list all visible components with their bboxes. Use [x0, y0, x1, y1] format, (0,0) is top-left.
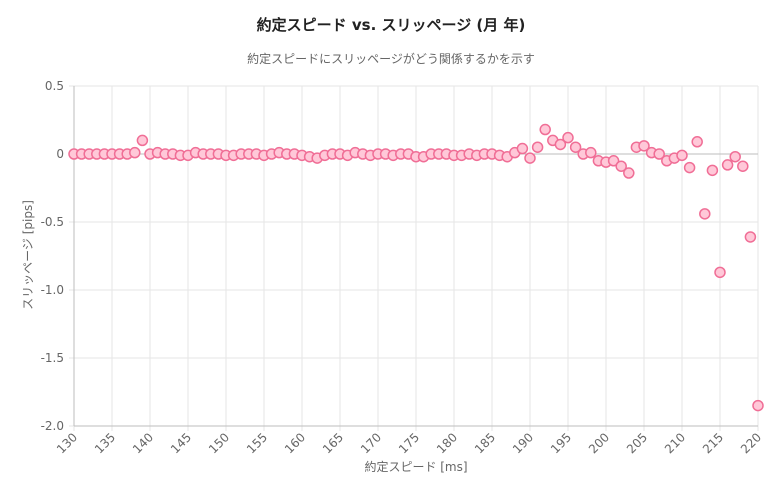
x-tick-label: 150: [206, 430, 232, 456]
y-tick-label: -2.0: [41, 419, 64, 433]
x-tick-label: 180: [434, 430, 460, 456]
y-tick-label: 0: [56, 147, 64, 161]
data-point[interactable]: [607, 155, 620, 167]
data-points: [68, 123, 764, 412]
chart-title: 約定スピード vs. スリッページ (月 年): [257, 16, 526, 34]
data-point[interactable]: [653, 148, 665, 160]
x-tick-label: 185: [472, 430, 498, 456]
grid: [69, 85, 759, 431]
data-point[interactable]: [539, 123, 551, 136]
data-point[interactable]: [638, 140, 650, 152]
data-point[interactable]: [714, 266, 726, 279]
y-axis-title: スリッページ [pips]: [21, 200, 35, 310]
data-point[interactable]: [676, 149, 688, 162]
data-point[interactable]: [683, 161, 696, 174]
axes: [73, 86, 758, 427]
data-point[interactable]: [129, 146, 141, 159]
x-tick-label: 190: [510, 430, 536, 456]
x-tick-label: 200: [586, 430, 612, 456]
x-tick-label: 205: [624, 430, 650, 456]
data-point[interactable]: [524, 152, 536, 164]
data-point[interactable]: [516, 142, 529, 155]
data-point[interactable]: [554, 138, 567, 151]
data-point[interactable]: [744, 231, 757, 243]
chart-subtitle: 約定スピードにスリッページがどう関係するかを示す: [247, 51, 535, 66]
data-point[interactable]: [691, 136, 703, 148]
x-tick-label: 210: [662, 430, 688, 456]
data-point[interactable]: [752, 399, 764, 412]
x-tick-label: 155: [244, 430, 270, 456]
x-tick-label: 175: [396, 430, 422, 456]
y-tick-label: -1.0: [41, 283, 64, 297]
data-point[interactable]: [615, 160, 627, 172]
x-tick-label: 130: [54, 430, 80, 456]
x-tick-label: 220: [738, 430, 764, 456]
tick-labels: 130 135 140 145 150 155 160 165 170 175 180 185 190 1…: [41, 79, 765, 456]
data-point[interactable]: [531, 141, 544, 153]
y-tick-label: -0.5: [41, 215, 64, 229]
data-point[interactable]: [569, 141, 582, 153]
data-point[interactable]: [136, 134, 149, 147]
data-point[interactable]: [585, 146, 597, 159]
x-tick-label: 165: [320, 430, 346, 456]
data-point[interactable]: [706, 164, 719, 177]
x-axis-title: 約定スピード [ms]: [364, 459, 467, 474]
data-point[interactable]: [562, 131, 574, 144]
x-tick-label: 135: [92, 430, 118, 456]
data-point[interactable]: [737, 160, 749, 172]
x-tick-label: 145: [168, 430, 194, 456]
x-tick-label: 195: [548, 430, 574, 456]
x-tick-label: 140: [130, 430, 156, 456]
y-tick-label: 0.5: [45, 79, 64, 93]
x-tick-label: 160: [282, 430, 308, 456]
data-point[interactable]: [699, 208, 711, 220]
x-tick-label: 215: [700, 430, 726, 456]
x-tick-label: 170: [358, 430, 384, 456]
y-tick-label: -1.5: [41, 351, 64, 365]
data-point[interactable]: [721, 159, 734, 171]
data-point[interactable]: [729, 150, 741, 163]
data-point[interactable]: [623, 167, 635, 179]
